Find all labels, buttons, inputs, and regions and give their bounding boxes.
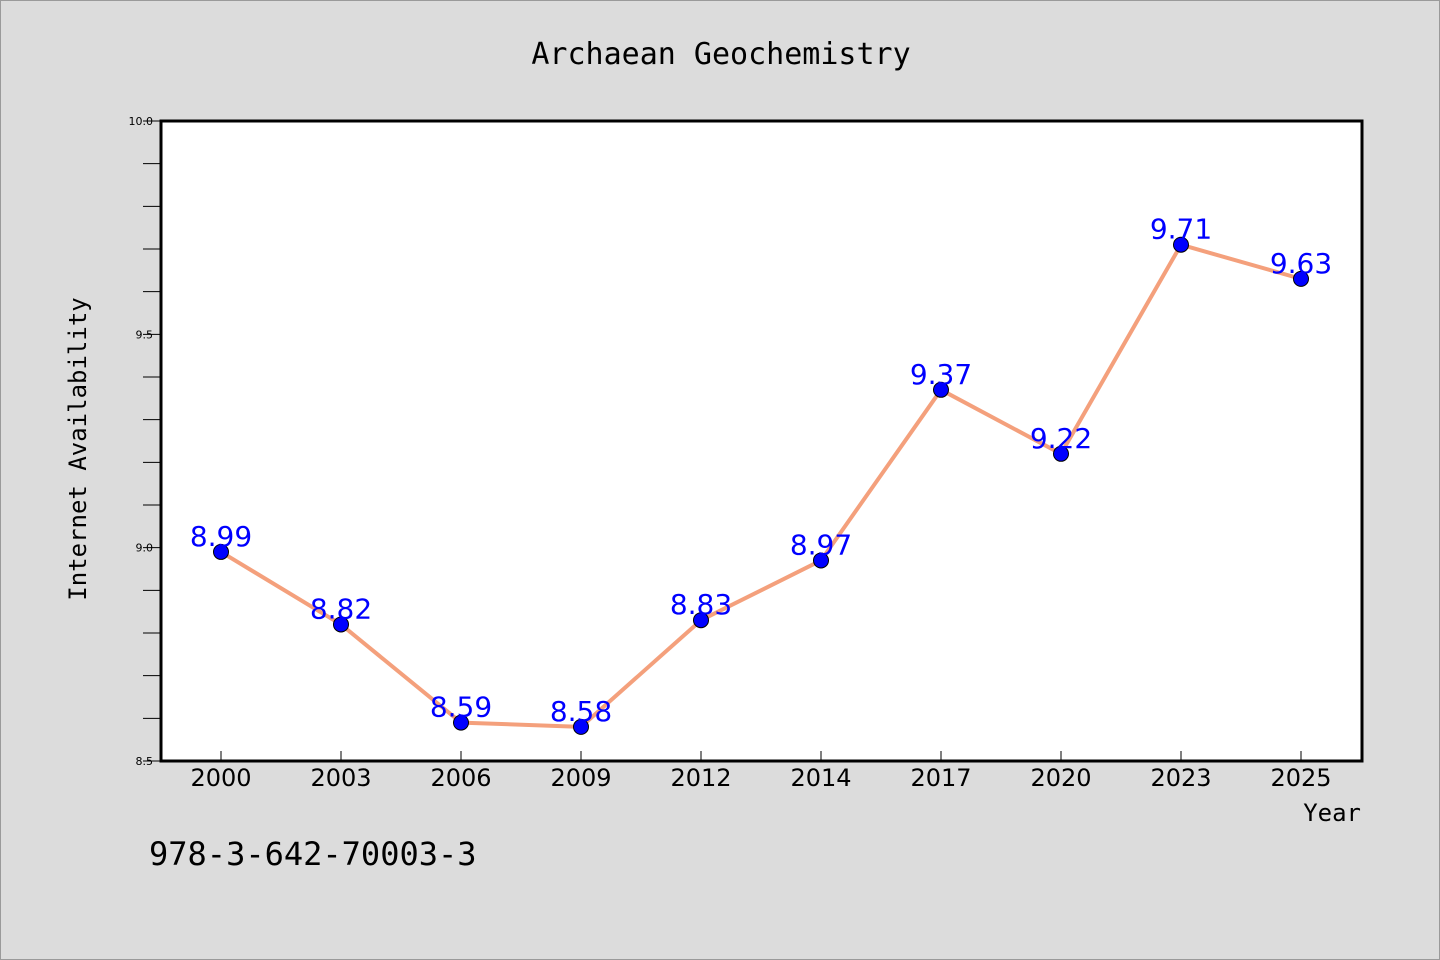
data-point (1293, 270, 1309, 287)
data-label: 8.97 (790, 528, 852, 561)
data-label: 8.99 (190, 520, 252, 553)
data-point (213, 543, 229, 560)
data-label: 9.63 (1270, 247, 1332, 280)
y-axis-label: Internet Availability (64, 297, 92, 600)
x-tick-label: 2000 (190, 764, 251, 792)
y-tick-label: 8.5 (136, 755, 154, 768)
chart-title: Archaean Geochemistry (531, 37, 910, 72)
x-tick-label: 2020 (1030, 764, 1091, 792)
x-tick-label: 2023 (1150, 764, 1211, 792)
data-label: 9.37 (910, 358, 972, 391)
x-axis: 2000 2003 2006 2009 2012 2014 2017 2020 2023 2025 (190, 751, 1332, 792)
data-point (693, 612, 709, 629)
plot-area (159, 119, 1364, 763)
data-point (573, 718, 589, 735)
y-axis: 8.5 9.0 9.5 10.0 (129, 115, 161, 768)
x-tick-label: 2012 (670, 764, 731, 792)
data-label: 9.22 (1030, 422, 1092, 455)
x-tick-label: 2014 (790, 764, 851, 792)
series-layer: 8.99 8.82 8.59 8.58 8.83 8.97 9.37 9.22 9.71 9.63 (190, 213, 1332, 735)
data-point (1173, 236, 1189, 253)
x-tick-label: 2025 (1270, 764, 1331, 792)
data-label: 8.59 (430, 691, 492, 724)
data-point (453, 714, 469, 731)
x-tick-label: 2006 (430, 764, 491, 792)
data-point (1053, 445, 1069, 462)
data-point (933, 381, 949, 398)
data-label: 9.71 (1150, 213, 1212, 246)
x-axis-label: Year (1303, 799, 1361, 827)
data-label: 8.83 (670, 588, 732, 621)
data-point (813, 552, 829, 569)
y-tick-label: 9.0 (136, 542, 154, 555)
x-tick-label: 2017 (910, 764, 971, 792)
data-label: 8.58 (550, 695, 612, 728)
isbn-text: 978-3-642-70003-3 (149, 835, 477, 873)
x-tick-label: 2009 (550, 764, 611, 792)
data-point (333, 616, 349, 633)
data-label: 8.82 (310, 592, 372, 625)
y-tick-label: 9.5 (136, 328, 154, 341)
x-tick-label: 2003 (310, 764, 371, 792)
series-line (219, 242, 1303, 729)
y-tick-label: 10.0 (129, 115, 154, 128)
